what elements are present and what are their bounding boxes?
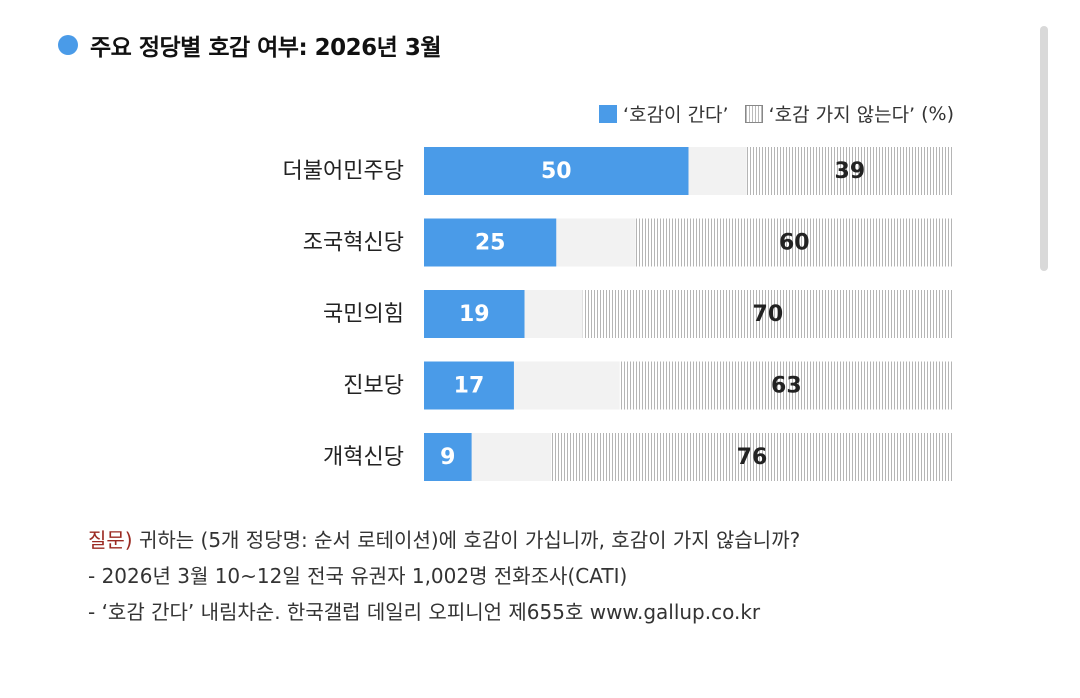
bar-positive (424, 433, 472, 481)
bar-chart: 더불어민주당 50 39 조국혁신당 25 60 국민의힘 19 70 진보당 17 63 개혁신당 9 7… (283, 147, 953, 481)
question-text: 귀하는 (5개 정당명: 순서 로테이션)에 호감이 가십니까, 호감이 가지 … (132, 528, 801, 552)
data-label-positive: 19 (459, 302, 490, 327)
footer-question: 질문) 귀하는 (5개 정당명: 순서 로테이션)에 호감이 가십니까, 호감이… (88, 522, 800, 558)
bar-positive (424, 290, 525, 338)
data-label-negative: 63 (771, 374, 802, 399)
data-label-negative: 60 (779, 231, 810, 256)
legend-positive-swatch (599, 104, 618, 123)
footer-survey-info: - 2026년 3월 10~12일 전국 유권자 1,002명 전화조사(CAT… (88, 564, 628, 588)
bar-negative (635, 218, 953, 267)
bar-negative (582, 290, 953, 338)
category-label: 개혁신당 (323, 445, 404, 470)
footer-source: - ‘호감 간다’ 내림차순. 한국갤럽 데일리 오피니언 제655호 www.… (88, 600, 761, 624)
category-label: 더불어민주당 (283, 159, 404, 184)
data-label-positive: 50 (541, 159, 572, 184)
category-label: 진보당 (343, 374, 404, 399)
category-label: 조국혁신당 (303, 231, 404, 256)
data-label-positive: 25 (475, 231, 506, 256)
data-label-negative: 70 (753, 302, 784, 327)
bar-negative (746, 147, 953, 195)
bullet-dot-icon (58, 35, 78, 55)
footer-notes: 질문) 귀하는 (5개 정당명: 순서 로테이션)에 호감이 가십니까, 호감이… (88, 522, 800, 630)
scrollbar[interactable] (1040, 26, 1048, 271)
data-label-positive: 17 (454, 374, 485, 399)
legend-negative-swatch (744, 104, 763, 123)
data-label-negative: 39 (835, 159, 866, 184)
question-label: 질문) (88, 528, 133, 552)
bar-negative (619, 361, 953, 410)
legend-positive-label: ‘호감이 간다’ (623, 104, 729, 126)
legend-unit: (%) (921, 102, 954, 125)
bar-negative (550, 433, 953, 481)
data-label-negative: 76 (737, 445, 768, 470)
category-label: 국민의힘 (323, 302, 404, 327)
data-label-positive: 9 (440, 445, 455, 470)
title-row: 주요 정당별 호감 여부: 2026년 3월 (58, 28, 442, 62)
bar-positive (424, 147, 689, 195)
bar-positive (424, 361, 514, 410)
legend: ‘호감이 간다’ ‘호감 가지 않는다’ (%) (599, 100, 954, 127)
legend-negative-label: ‘호감 가지 않는다’ (768, 104, 916, 126)
bar-positive (424, 218, 557, 267)
chart-title: 주요 정당별 호감 여부: 2026년 3월 (90, 35, 442, 61)
